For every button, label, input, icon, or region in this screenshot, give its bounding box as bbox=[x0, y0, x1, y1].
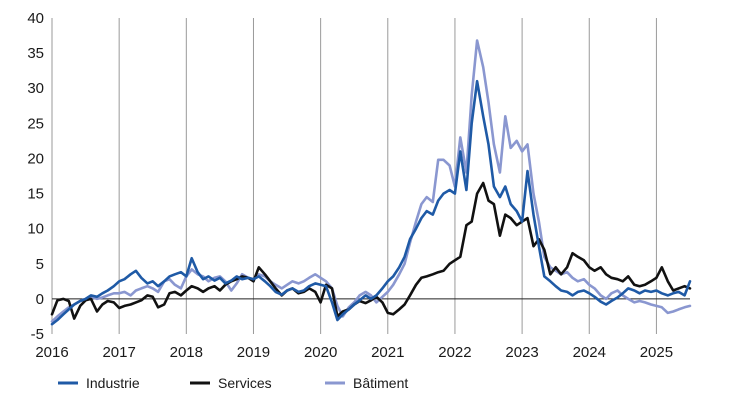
legend-label: Industrie bbox=[86, 375, 140, 391]
y-tick-label: 25 bbox=[27, 115, 44, 132]
x-tick-label: 2025 bbox=[640, 344, 673, 361]
legend-label: Bâtiment bbox=[353, 375, 408, 391]
y-tick-label: 10 bbox=[27, 221, 44, 238]
legend: Industrie Services Bâtiment bbox=[58, 375, 408, 391]
x-tick-label: 2017 bbox=[102, 344, 135, 361]
x-tick-label: 2018 bbox=[170, 344, 203, 361]
x-tick-label: 2020 bbox=[304, 344, 337, 361]
y-tick-label: 0 bbox=[36, 291, 44, 308]
legend-label: Services bbox=[218, 375, 272, 391]
x-tick-label: 2021 bbox=[371, 344, 404, 361]
x-tick-label: 2022 bbox=[438, 344, 471, 361]
x-tick-labels: 2016 2017 2018 2019 2020 2021 2022 2023 2024 2025 bbox=[35, 344, 673, 361]
x-tick-label: 2024 bbox=[573, 344, 606, 361]
y-tick-label: 30 bbox=[27, 80, 44, 97]
y-tick-label: 15 bbox=[27, 186, 44, 203]
vertical-gridlines bbox=[51, 18, 657, 334]
y-tick-labels: -5 0 5 10 15 20 25 30 35 40 bbox=[27, 10, 44, 343]
y-tick-label: 5 bbox=[36, 256, 44, 273]
y-tick-label: 40 bbox=[27, 10, 44, 27]
x-tick-label: 2016 bbox=[35, 344, 68, 361]
x-tick-label: 2019 bbox=[237, 344, 270, 361]
series-line-1 bbox=[50, 181, 692, 320]
y-tick-label: 35 bbox=[27, 45, 44, 62]
y-tick-label: 20 bbox=[27, 150, 44, 167]
series-line-0 bbox=[50, 79, 692, 326]
x-tick-label: 2023 bbox=[505, 344, 538, 361]
series-line-2 bbox=[50, 39, 692, 323]
y-tick-label: -5 bbox=[31, 326, 44, 343]
series-lines bbox=[50, 39, 692, 326]
